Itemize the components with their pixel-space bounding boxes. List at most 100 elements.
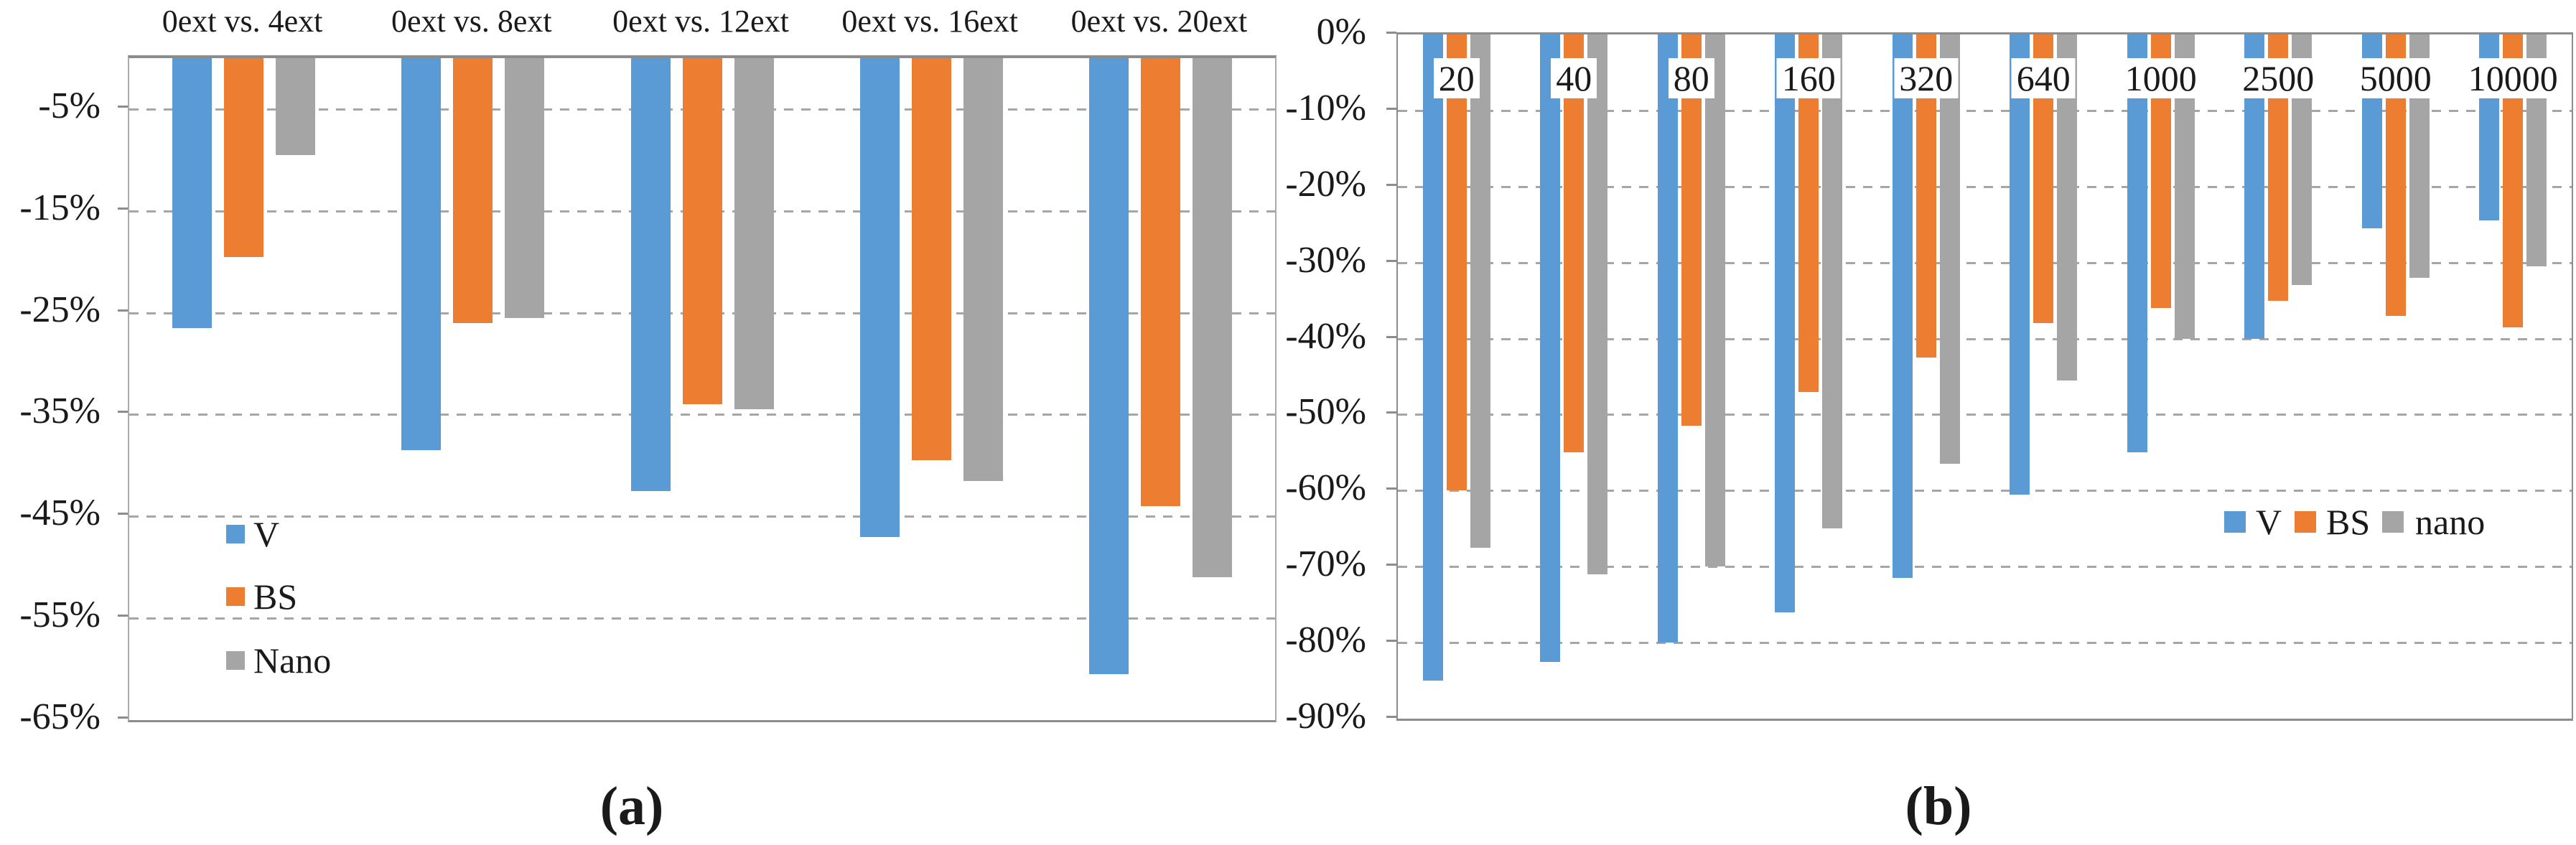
chart-a-category-label: 0ext vs. 8ext (391, 4, 552, 39)
bar-b-1000-V (2127, 34, 2147, 453)
chart-b-caption: (b) (1905, 776, 1972, 836)
chart-b-ytick-label: -60% (1285, 467, 1366, 509)
chart-b-gridline--80 (1398, 642, 2572, 645)
bar-b-20-nano (1470, 34, 1490, 548)
chart-b-gridline--60 (1398, 490, 2572, 492)
chart-b-ytick-label: -40% (1285, 315, 1366, 357)
bar-a-0ext vs. 16ext-V (859, 58, 900, 537)
legend-swatch-nano (2382, 511, 2404, 533)
chart-b-ytick-mark (1386, 32, 1396, 34)
bar-a-0ext vs. 12ext-Nano (734, 58, 774, 410)
chart-b-category-label: 5000 (2354, 58, 2437, 98)
chart-a-ytick-label: -35% (19, 391, 101, 432)
chart-b-gridline--70 (1398, 566, 2572, 569)
chart-a-gridline--55 (129, 617, 1275, 620)
bar-a-0ext vs. 20ext-BS (1140, 58, 1180, 507)
chart-b-ytick-label: 0% (1316, 11, 1366, 52)
chart-b-category-label: 640 (2011, 58, 2076, 98)
chart-b-gridline--10 (1398, 109, 2572, 112)
chart-a-ytick-label: -25% (19, 289, 101, 330)
chart-a-category-label: 0ext vs. 4ext (162, 4, 323, 39)
bar-a-0ext vs. 4ext-Nano (276, 58, 316, 155)
legend-swatch-Nano (226, 651, 245, 670)
bar-a-0ext vs. 4ext-BS (224, 58, 264, 257)
chart-a-ytick-label: -15% (19, 187, 101, 228)
legend-swatch-BS (2295, 511, 2316, 533)
bar-b-40-BS (1564, 34, 1585, 453)
chart-a-ytick-mark (118, 615, 128, 617)
chart-b-ytick-label: -90% (1285, 696, 1366, 737)
chart-b-ytick-label: -80% (1285, 620, 1366, 661)
chart-b-plot-area: 20 40 80 160 320 640 1000 2500 5000 10000 (1396, 32, 2573, 721)
chart-b-ytick-mark (1386, 716, 1396, 718)
chart-b-ytick-label: -70% (1285, 543, 1366, 585)
legend-label-BS: BS (2326, 502, 2371, 542)
chart-b-category-label: 80 (1668, 58, 1714, 98)
chart-a-ytick-label: -55% (19, 594, 101, 636)
chart-b-ytick-mark (1386, 259, 1396, 262)
legend-swatch-V (226, 525, 245, 543)
chart-a-category-label: 0ext vs. 20ext (1070, 4, 1248, 39)
legend-label-BS: BS (253, 576, 298, 617)
chart-b-ytick-mark (1386, 411, 1396, 414)
bar-b-20-BS (1446, 34, 1467, 491)
chart-a-ytick-label: -65% (19, 696, 101, 737)
bar-b-80-BS (1681, 34, 1702, 426)
bar-b-160-V (1775, 34, 1796, 612)
chart-b-ytick-label: -10% (1285, 87, 1366, 129)
chart-b-ytick-mark (1386, 107, 1396, 110)
legend-swatch-BS (226, 587, 245, 606)
bar-b-160-nano (1822, 34, 1843, 529)
bar-b-320-V (1892, 34, 1913, 579)
chart-b-category-label: 160 (1776, 58, 1841, 98)
bar-a-0ext vs. 12ext-BS (682, 58, 722, 405)
chart-a-ytick-mark (118, 105, 128, 108)
legend-label-V: V (253, 514, 280, 554)
chart-b-category-label: 20 (1433, 58, 1480, 98)
chart-a-ytick-mark (118, 411, 128, 414)
bar-b-80-V (1657, 34, 1678, 643)
bar-a-0ext vs. 8ext-BS (453, 58, 493, 323)
chart-b-ytick-label: -30% (1285, 239, 1366, 281)
chart-a-caption: (a) (599, 776, 664, 836)
bar-b-20-V (1422, 34, 1443, 681)
legend-label-nano: nano (2415, 502, 2486, 542)
chart-a-ytick-mark (118, 207, 128, 210)
chart-a-ytick-mark (118, 716, 128, 719)
chart-a-ytick-mark (118, 309, 128, 312)
bar-a-0ext vs. 16ext-BS (911, 58, 951, 461)
chart-b-gridline--50 (1398, 414, 2572, 416)
chart-b-ytick-mark (1386, 183, 1396, 186)
bar-a-0ext vs. 20ext-Nano (1192, 58, 1232, 578)
chart-a-ytick-label: -45% (19, 492, 101, 534)
bar-a-0ext vs. 8ext-V (401, 58, 442, 451)
chart-a-ytick-mark (118, 513, 128, 515)
legend-label-Nano: Nano (253, 640, 332, 681)
chart-a-gridline--45 (129, 515, 1275, 518)
legend-label-V: V (2256, 502, 2282, 542)
chart-b-ytick-label: -50% (1285, 391, 1366, 433)
chart-b-ytick-label: -20% (1285, 163, 1366, 205)
chart-a-plot-area (128, 55, 1277, 722)
legend-swatch-V (2224, 511, 2246, 533)
chart-b-gridline--30 (1398, 261, 2572, 264)
chart-a-category-label: 0ext vs. 12ext (612, 4, 789, 39)
chart-a-ytick-label: -5% (38, 85, 101, 126)
chart-b-category-label: 320 (1894, 58, 1959, 98)
chart-b-ytick-mark (1386, 335, 1396, 338)
bar-a-0ext vs. 4ext-V (172, 58, 213, 328)
bar-b-40-V (1540, 34, 1561, 662)
chart-b-ytick-mark (1386, 487, 1396, 490)
chart-b-ytick-mark (1386, 640, 1396, 643)
chart-b-category-label: 40 (1551, 58, 1597, 98)
bar-b-40-nano (1587, 34, 1608, 574)
bar-b-640-V (2010, 34, 2030, 495)
chart-b-gridline--20 (1398, 185, 2572, 188)
chart-b-ytick-mark (1386, 564, 1396, 566)
chart-a-gridline--35 (129, 414, 1275, 416)
bar-b-320-nano (1939, 34, 1960, 464)
bar-a-0ext vs. 20ext-V (1088, 58, 1129, 675)
chart-b-category-label: 10000 (2463, 58, 2563, 98)
bar-b-80-nano (1704, 34, 1725, 567)
